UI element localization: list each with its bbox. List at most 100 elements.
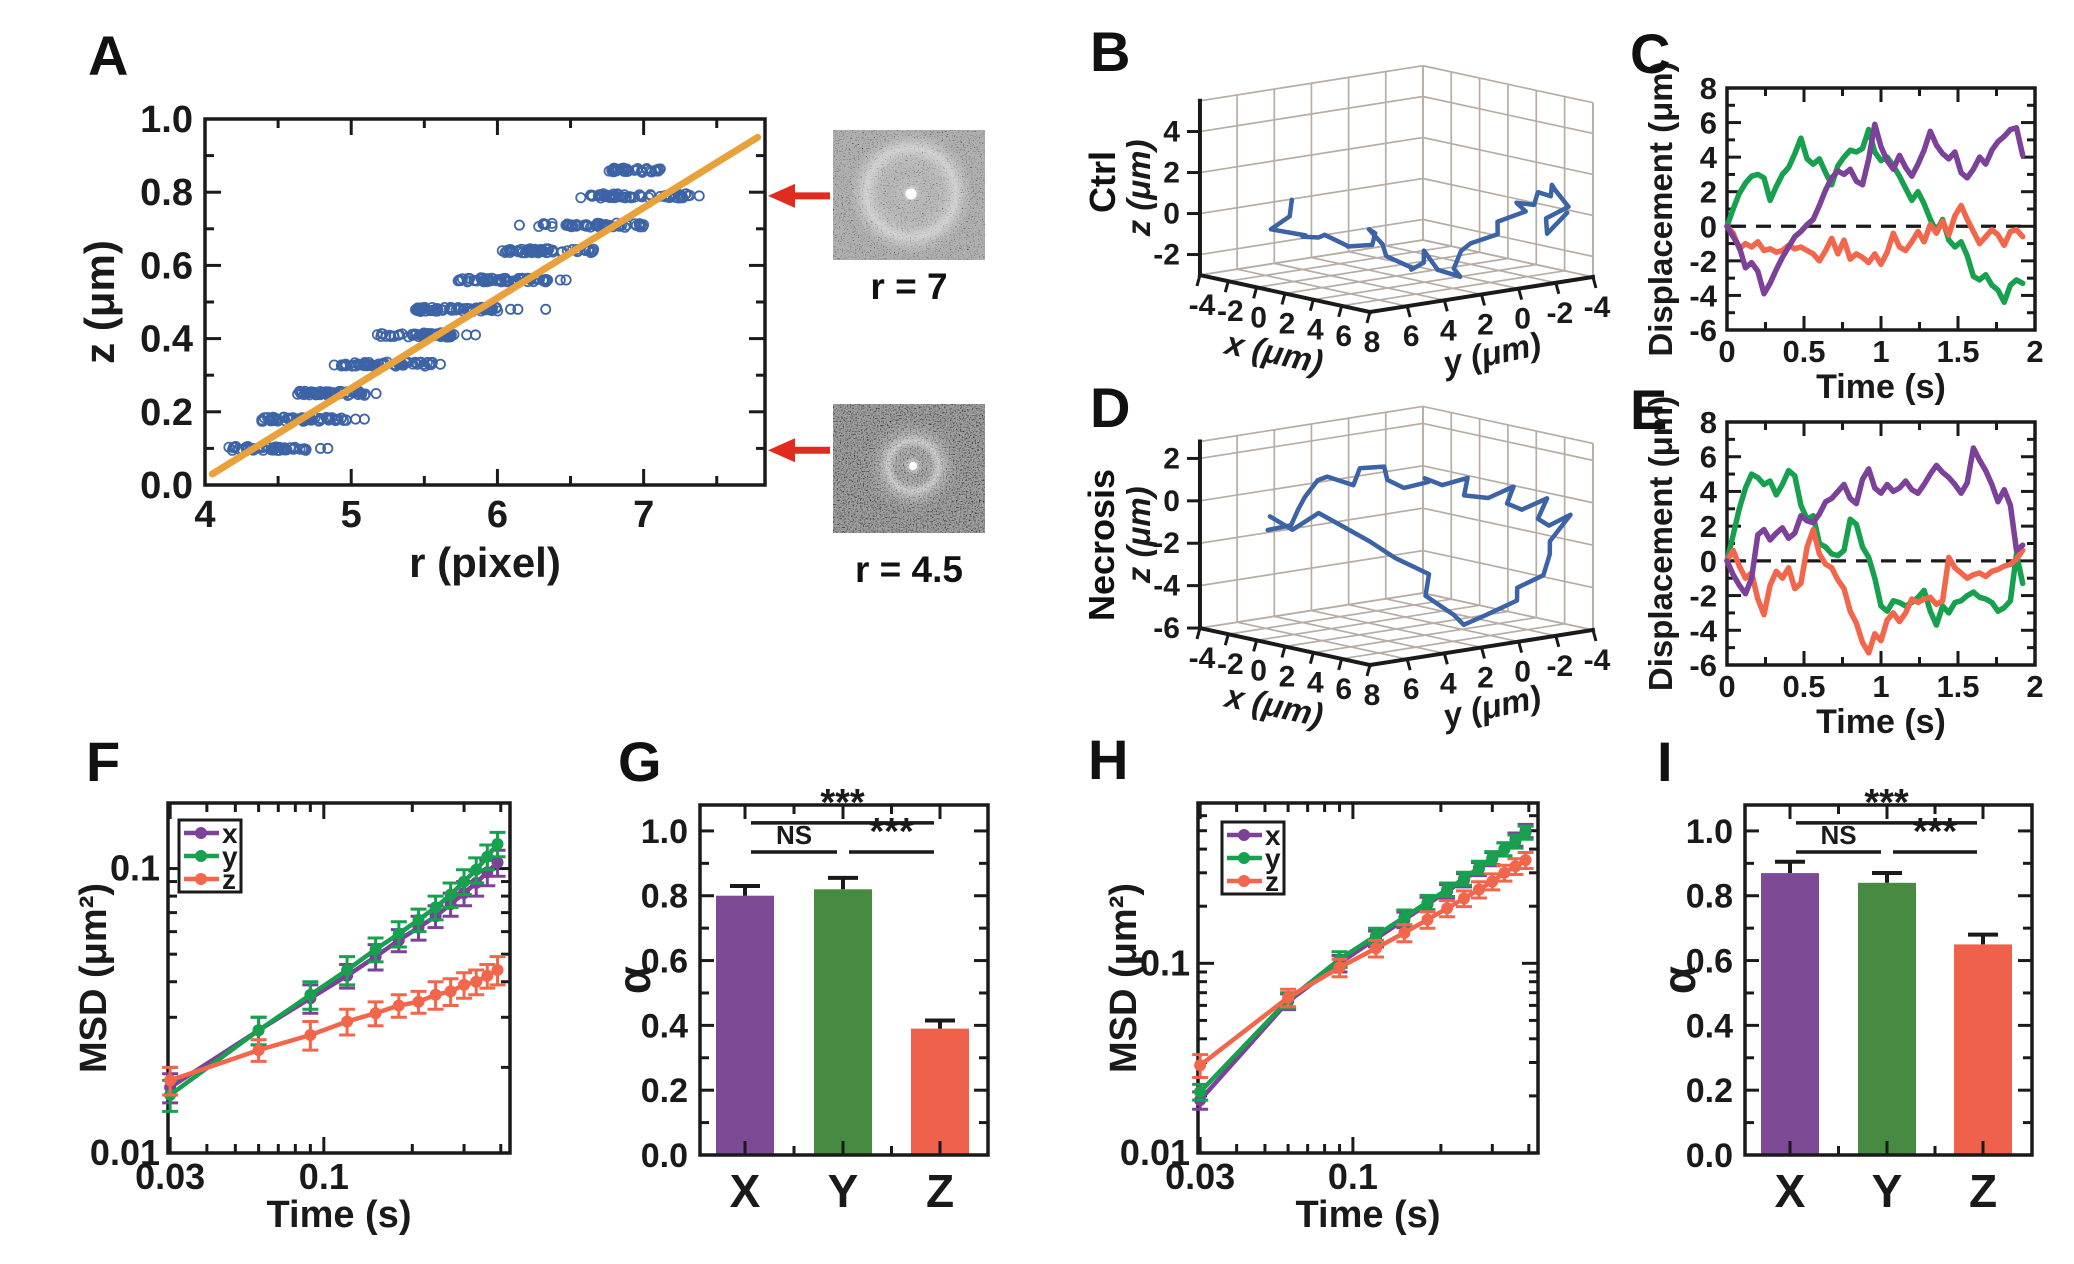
series-y bbox=[162, 830, 506, 1113]
svg-text:Time (s): Time (s) bbox=[1295, 1194, 1440, 1236]
series-y bbox=[1724, 467, 2026, 628]
series-z bbox=[1724, 202, 2026, 268]
svg-text:-2: -2 bbox=[1217, 648, 1244, 681]
trajectory bbox=[1265, 464, 1573, 628]
panel-label-H: H bbox=[1088, 728, 1129, 791]
svg-text:Time (s): Time (s) bbox=[1816, 368, 1946, 406]
svg-text:MSD (μm²): MSD (μm²) bbox=[1103, 883, 1145, 1073]
svg-text:4: 4 bbox=[1700, 474, 1718, 509]
svg-text:y: y bbox=[1265, 843, 1281, 874]
svg-text:0.0: 0.0 bbox=[641, 1137, 688, 1175]
svg-text:0.2: 0.2 bbox=[641, 1072, 688, 1110]
series-y bbox=[1724, 126, 2026, 306]
svg-text:4: 4 bbox=[1307, 314, 1324, 347]
svg-text:0.03: 0.03 bbox=[1165, 1156, 1235, 1197]
svg-text:0: 0 bbox=[1718, 334, 1735, 369]
svg-text:4: 4 bbox=[1440, 667, 1457, 700]
svg-text:-2: -2 bbox=[1546, 297, 1573, 330]
svg-text:0: 0 bbox=[1514, 303, 1531, 336]
significance: *** NS *** bbox=[751, 782, 934, 854]
psf-label-r45: r = 4.5 bbox=[854, 549, 963, 590]
svg-text:-4: -4 bbox=[1584, 644, 1611, 677]
svg-text:0.6: 0.6 bbox=[641, 943, 688, 981]
panel-D-plot: -4 -2 0 2 4 6 8 6 4 2 0 -2 -420-2-4-6x (μm) y (μm)z (… bbox=[1120, 405, 1611, 735]
scatter-points bbox=[223, 162, 705, 456]
svg-text:MSD (μm²): MSD (μm²) bbox=[73, 883, 115, 1073]
svg-text:z (μm): z (μm) bbox=[1120, 486, 1157, 584]
svg-text:0: 0 bbox=[1700, 209, 1717, 244]
svg-text:Time (s): Time (s) bbox=[1816, 703, 1946, 741]
svg-text:r (pixel): r (pixel) bbox=[409, 539, 561, 586]
svg-text:X: X bbox=[730, 1165, 761, 1217]
series-z bbox=[1192, 850, 1534, 1080]
svg-text:0.0: 0.0 bbox=[1686, 1137, 1733, 1175]
svg-text:0.2: 0.2 bbox=[140, 392, 193, 434]
panel-A-plot: 4 5 6 7 0.0 0.2 0.4 0.6 0.8 1.0 r (pixel) z (μm) bbox=[76, 99, 830, 586]
panel-label-B: B bbox=[1090, 20, 1131, 83]
panel-label-C: C bbox=[1630, 22, 1671, 85]
bars bbox=[1761, 859, 2012, 1155]
svg-text:0.5: 0.5 bbox=[1782, 334, 1825, 369]
svg-text:6: 6 bbox=[1335, 320, 1352, 353]
svg-text:4: 4 bbox=[1700, 140, 1718, 175]
bars bbox=[716, 875, 969, 1155]
red-arrows bbox=[768, 183, 830, 463]
grid-3d bbox=[1199, 405, 1594, 666]
svg-text:-2: -2 bbox=[1689, 244, 1717, 279]
significance: *** NS *** bbox=[1796, 782, 1977, 854]
svg-text:0.01: 0.01 bbox=[90, 1132, 160, 1173]
svg-text:Y: Y bbox=[828, 1165, 859, 1217]
svg-text:4: 4 bbox=[1440, 314, 1457, 347]
svg-text:-4: -4 bbox=[1584, 291, 1611, 324]
svg-text:0.0: 0.0 bbox=[140, 465, 193, 507]
bar-X bbox=[716, 895, 774, 1155]
bar-Z bbox=[911, 1028, 969, 1155]
svg-text:0.6: 0.6 bbox=[140, 245, 193, 287]
panel-G-labels: 0.0 0.2 0.4 0.6 0.8 1.0 X Y Zα bbox=[608, 813, 954, 1217]
svg-text:6: 6 bbox=[1335, 673, 1352, 706]
row-label-ctrl: Ctrl bbox=[1082, 151, 1123, 213]
svg-text:Displacement (μm): Displacement (μm) bbox=[1642, 61, 1679, 356]
row-label-necrosis: Necrosis bbox=[1081, 468, 1122, 622]
svg-text:-6: -6 bbox=[1689, 313, 1717, 348]
svg-text:0.4: 0.4 bbox=[641, 1007, 688, 1045]
series bbox=[1192, 822, 1534, 1111]
legend: xyz bbox=[177, 818, 243, 895]
svg-text:4: 4 bbox=[1163, 116, 1180, 149]
svg-text:1.0: 1.0 bbox=[641, 813, 688, 851]
svg-text:2: 2 bbox=[1700, 509, 1717, 544]
svg-text:2: 2 bbox=[1279, 308, 1296, 341]
svg-text:6: 6 bbox=[487, 494, 508, 536]
svg-text:2: 2 bbox=[1163, 442, 1180, 475]
svg-text:8: 8 bbox=[1700, 71, 1717, 106]
svg-text:2: 2 bbox=[1279, 661, 1296, 694]
svg-text:0.5: 0.5 bbox=[1782, 669, 1825, 704]
svg-text:***: *** bbox=[1864, 782, 1909, 824]
series-x bbox=[1724, 121, 2026, 297]
svg-text:0.1: 0.1 bbox=[299, 1156, 349, 1197]
svg-text:-2: -2 bbox=[1689, 579, 1717, 614]
svg-text:-4: -4 bbox=[1689, 613, 1717, 648]
svg-text:8: 8 bbox=[1700, 405, 1717, 440]
panel-label-A: A bbox=[88, 24, 129, 87]
svg-text:1.5: 1.5 bbox=[1936, 334, 1979, 369]
svg-text:z (μm): z (μm) bbox=[76, 240, 123, 364]
svg-text:0.4: 0.4 bbox=[140, 319, 193, 361]
psf-image-r7 bbox=[833, 130, 985, 260]
svg-text:5: 5 bbox=[341, 494, 362, 536]
fit-line bbox=[208, 133, 762, 478]
svg-text:NS: NS bbox=[1820, 820, 1856, 850]
series-z bbox=[162, 955, 506, 1097]
svg-text:y: y bbox=[222, 841, 238, 872]
svg-text:Displacement (μm): Displacement (μm) bbox=[1642, 396, 1679, 691]
panel-I-labels: 0.0 0.2 0.4 0.6 0.8 1.0 X Y Zα bbox=[1653, 813, 1997, 1217]
svg-text:z (μm): z (μm) bbox=[1120, 139, 1157, 237]
svg-text:0.03: 0.03 bbox=[135, 1156, 205, 1197]
